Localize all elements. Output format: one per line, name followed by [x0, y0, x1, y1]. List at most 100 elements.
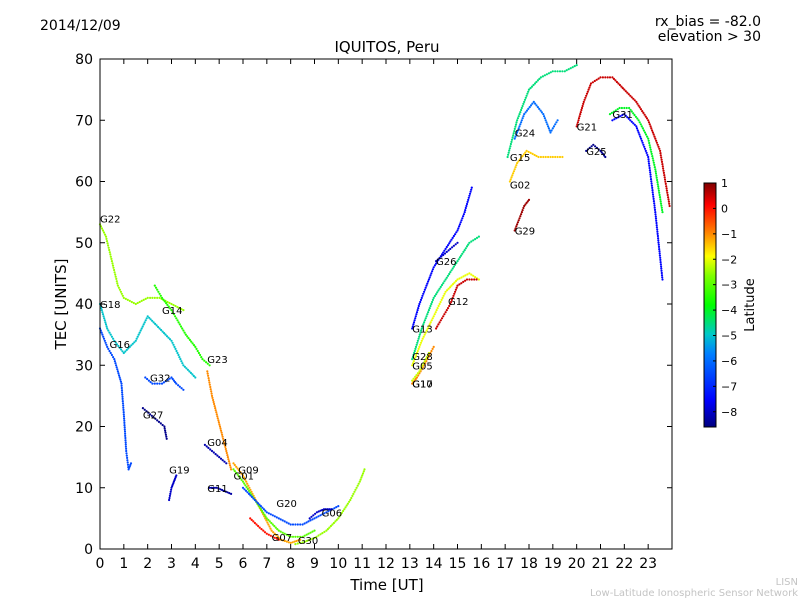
- data-point: [438, 321, 441, 324]
- data-point: [156, 288, 159, 291]
- series-g18: [98, 302, 197, 379]
- data-point: [208, 364, 211, 367]
- data-point: [431, 298, 434, 301]
- data-point: [273, 515, 276, 518]
- data-point: [225, 451, 228, 455]
- data-point: [432, 296, 435, 299]
- data-point: [108, 349, 111, 353]
- data-point: [283, 539, 286, 543]
- data-point: [657, 241, 660, 244]
- data-point: [305, 533, 308, 536]
- data-point: [422, 323, 425, 326]
- data-point: [639, 123, 642, 126]
- y-tick-label: 50: [75, 236, 93, 252]
- data-point: [657, 145, 660, 148]
- data-point: [281, 531, 284, 534]
- data-point: [444, 278, 447, 281]
- data-point: [464, 209, 467, 212]
- data-point: [642, 129, 646, 132]
- data-point: [414, 317, 417, 320]
- data-point: [437, 289, 440, 292]
- data-point: [451, 236, 454, 239]
- series-label: G18: [100, 300, 120, 311]
- data-point: [514, 227, 517, 230]
- data-point: [653, 163, 656, 166]
- data-point: [460, 282, 463, 285]
- data-point: [665, 189, 669, 192]
- data-point: [422, 292, 425, 295]
- data-point: [468, 241, 471, 244]
- data-point: [520, 156, 523, 159]
- data-point: [266, 521, 269, 524]
- data-point: [361, 474, 364, 477]
- data-point: [265, 519, 268, 522]
- data-point: [354, 488, 357, 491]
- x-tick-label: 18: [520, 556, 538, 572]
- colorbar-tick-label: −8: [721, 406, 737, 419]
- data-point: [540, 111, 544, 114]
- data-point: [228, 462, 231, 465]
- data-point: [510, 140, 513, 143]
- data-point: [429, 274, 432, 277]
- data-point: [207, 374, 210, 377]
- data-point: [430, 272, 433, 275]
- data-point: [653, 202, 656, 205]
- series-layer: [98, 64, 671, 546]
- data-point: [126, 298, 129, 301]
- data-point: [411, 327, 414, 330]
- data-point: [215, 413, 218, 416]
- elevation-label: elevation > 30: [657, 29, 761, 45]
- data-point: [456, 229, 459, 232]
- series-label: G30: [298, 536, 318, 547]
- data-point: [634, 115, 638, 118]
- data-point: [236, 473, 239, 476]
- data-point: [273, 524, 276, 528]
- data-point: [427, 356, 430, 359]
- data-point: [638, 121, 641, 124]
- data-point: [657, 239, 660, 242]
- data-point: [423, 319, 426, 322]
- data-point: [474, 238, 477, 241]
- x-tick-label: 17: [496, 556, 514, 572]
- data-point: [165, 435, 168, 438]
- data-point: [103, 317, 106, 320]
- x-tick-label: 10: [329, 556, 347, 572]
- data-point: [323, 512, 326, 515]
- data-point: [162, 298, 165, 301]
- data-point: [233, 470, 236, 473]
- data-point: [659, 202, 663, 205]
- data-point: [417, 307, 420, 310]
- data-point: [664, 180, 667, 183]
- data-point: [649, 146, 652, 149]
- data-point: [527, 88, 531, 91]
- data-point: [221, 459, 224, 462]
- data-point: [421, 294, 424, 297]
- data-point: [104, 323, 108, 326]
- data-point: [119, 380, 122, 383]
- data-point: [107, 246, 110, 249]
- data-point: [303, 540, 307, 543]
- data-point: [363, 468, 366, 471]
- data-point: [525, 149, 528, 152]
- y-axis-label: TEC [UNITS]: [52, 259, 70, 351]
- data-point: [435, 262, 438, 265]
- series-label: G21: [577, 122, 597, 133]
- data-point: [427, 311, 430, 314]
- data-point: [453, 292, 456, 295]
- series-g31: [608, 106, 664, 214]
- data-point: [338, 515, 341, 518]
- data-point: [452, 234, 455, 238]
- data-point: [227, 460, 231, 463]
- data-point: [101, 311, 104, 314]
- data-point: [158, 382, 161, 385]
- data-point: [643, 113, 646, 116]
- data-point: [586, 148, 590, 151]
- data-point: [595, 146, 599, 149]
- data-point: [450, 269, 453, 272]
- data-point: [440, 298, 443, 301]
- data-point: [102, 315, 105, 318]
- data-point: [106, 327, 109, 330]
- data-point: [217, 487, 220, 490]
- data-point: [621, 87, 624, 90]
- data-point: [436, 291, 439, 294]
